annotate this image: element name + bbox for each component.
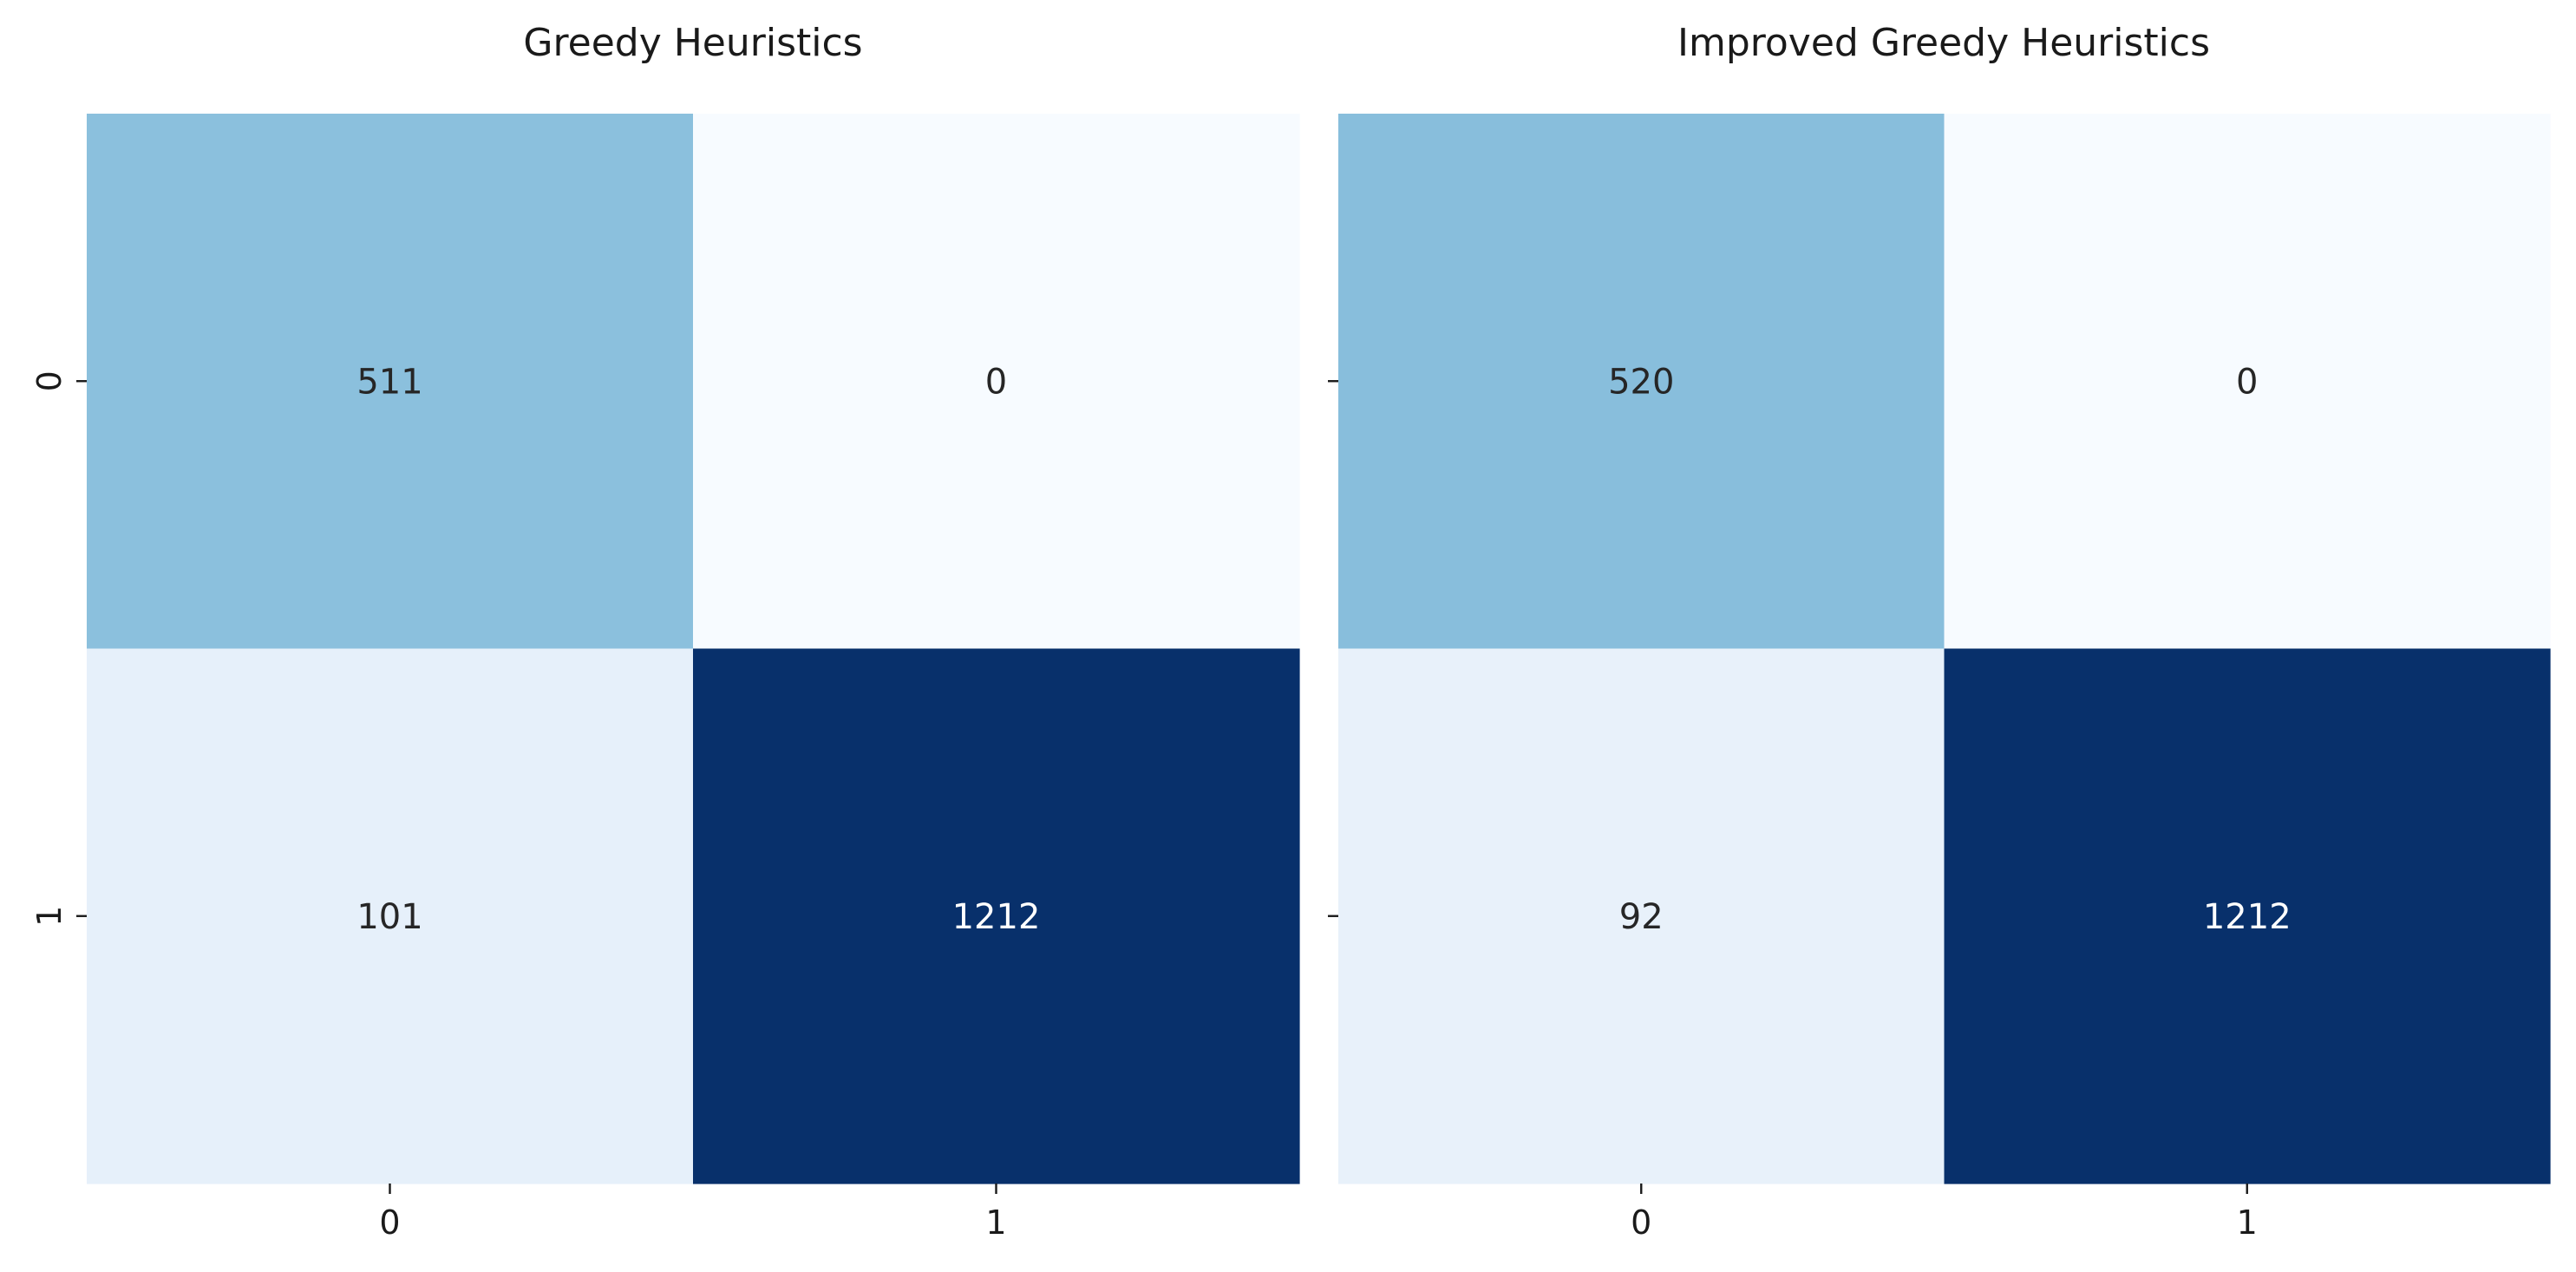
- heatmap-cells: 511 0 101 1212: [87, 114, 1300, 1184]
- y-axis: [1328, 380, 1338, 917]
- cell-value-label: 0: [985, 362, 1007, 402]
- cell-value-label: 1212: [952, 897, 1041, 937]
- chart-title: Improved Greedy Heuristics: [1677, 21, 2210, 65]
- y-tick-label: 1: [30, 906, 69, 927]
- x-tick-label: 0: [1631, 1203, 1651, 1242]
- heatmap-cell-r1-c0: [1338, 648, 1945, 1184]
- y-axis: 01: [30, 370, 87, 927]
- heatmap-cell-r1-c0: [87, 648, 694, 1184]
- heatmap-cell-r0-c0: [87, 114, 694, 650]
- cell-value-label: 520: [1608, 362, 1674, 402]
- heatmap-cell-r0-c1: [693, 114, 1300, 650]
- heatmap-cell-r1-c1: [693, 648, 1300, 1184]
- cell-value-label: 511: [356, 362, 422, 402]
- cell-value-label: 92: [1619, 897, 1664, 937]
- x-tick-label: 1: [2237, 1203, 2258, 1242]
- cell-value-label: 1212: [2203, 897, 2292, 937]
- heatmap-cell-r1-c1: [1944, 648, 2551, 1184]
- y-tick-label: 0: [30, 370, 69, 391]
- cell-value-label: 0: [2236, 362, 2258, 402]
- x-tick-label: 1: [985, 1203, 1006, 1242]
- cell-value-label: 101: [356, 897, 422, 937]
- x-tick-label: 0: [379, 1203, 400, 1242]
- heatmap-cells: 520 0 92 1212: [1338, 114, 2551, 1184]
- heatmap-cell-r0-c0: [1338, 114, 1945, 650]
- chart-title: Greedy Heuristics: [523, 21, 862, 65]
- heatmap-cell-r0-c1: [1944, 114, 2551, 650]
